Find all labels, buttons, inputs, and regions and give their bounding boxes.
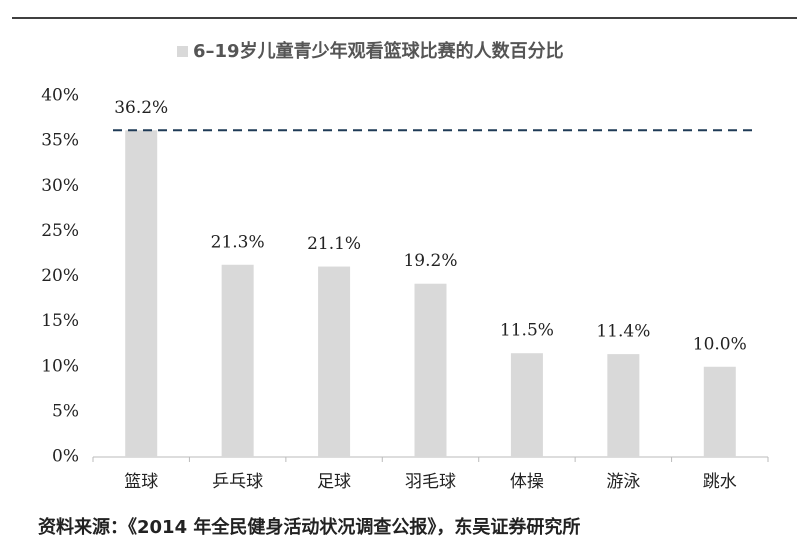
value-label: 11.4%	[596, 322, 650, 342]
y-tick-label: 0%	[52, 447, 79, 467]
y-tick-label: 10%	[41, 356, 79, 376]
value-label: 11.5%	[500, 321, 554, 341]
value-label: 36.2%	[114, 98, 168, 118]
bar	[607, 354, 640, 457]
bar	[703, 366, 736, 457]
value-label: 19.2%	[403, 251, 457, 271]
y-tick-label: 15%	[41, 311, 79, 331]
legend-label: 6–19岁儿童青少年观看篮球比赛的人数百分比	[193, 40, 564, 62]
x-tick-label: 篮球	[124, 472, 158, 492]
value-label: 21.1%	[307, 234, 361, 254]
value-label: 10.0%	[693, 334, 747, 354]
x-tick-label: 跳水	[703, 472, 737, 492]
x-tick-label: 足球	[317, 472, 351, 492]
bar	[221, 264, 254, 457]
x-tick-label: 体操	[510, 472, 544, 492]
value-label: 21.3%	[211, 232, 265, 252]
bar	[125, 130, 158, 458]
legend-swatch	[177, 46, 188, 57]
x-tick-label: 游泳	[606, 472, 640, 492]
bar	[318, 266, 351, 457]
bar	[414, 283, 447, 457]
y-tick-label: 25%	[41, 221, 79, 241]
y-tick-label: 5%	[52, 401, 79, 421]
x-tick-label: 羽毛球	[405, 472, 456, 492]
x-tick-label: 乒乓球	[212, 472, 263, 492]
source-note: 资料来源：《2014 年全民健身活动状况调查公报》，东吴证券研究所	[38, 516, 580, 538]
y-tick-label: 30%	[41, 176, 79, 196]
y-tick-label: 40%	[41, 86, 79, 106]
y-tick-label: 35%	[41, 131, 79, 151]
bar	[510, 353, 543, 457]
y-tick-label: 20%	[41, 266, 79, 286]
